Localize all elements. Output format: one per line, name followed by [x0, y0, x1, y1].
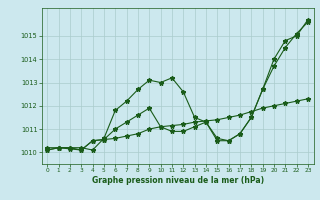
- X-axis label: Graphe pression niveau de la mer (hPa): Graphe pression niveau de la mer (hPa): [92, 176, 264, 185]
